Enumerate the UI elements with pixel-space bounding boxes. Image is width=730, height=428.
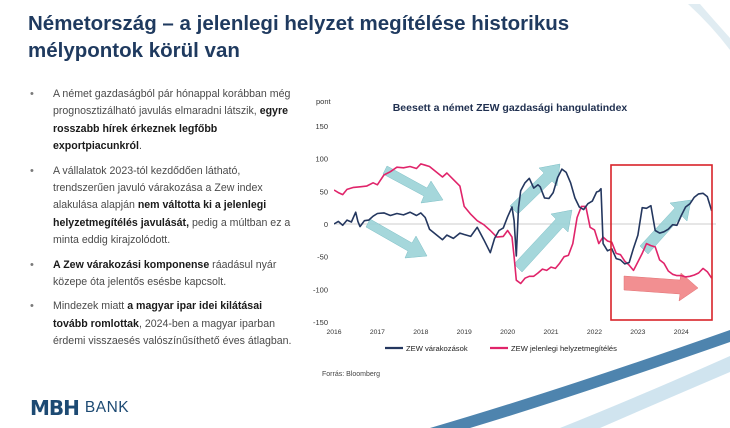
logo-text: BANK [84,399,130,416]
x-tick-label: 2024 [674,329,689,336]
bullet-text: pedig a múltban ez a minta eddig kirajzo… [53,216,291,247]
x-tick-label: 2022 [587,329,602,336]
trend-arrows [365,163,699,302]
y-tick-label: 0 [324,220,328,229]
x-tick-label: 2017 [370,329,385,336]
legend-label-current: ZEW jelenlegi helyzetmegítélés [511,344,617,353]
page-title: Németország – a jelenlegi helyzet megíté… [28,12,570,62]
bullet-text-bold: a magyar ipar idei kilátásai tovább roml… [53,300,263,330]
y-tick-label: -150 [313,318,328,327]
bullet-text-bold: nem váltotta ki a jelenlegi helyzetmegít… [53,199,267,229]
bullet-text: A vállalatok 2023-tól kezdődően látható,… [53,164,263,212]
x-ticks: 2016 2017 2018 2019 2020 2021 2022 2023 2024 [326,329,689,336]
x-tick-label: 2019 [457,329,472,336]
y-ticks: -150 -100 -50 0 50 100 150 [313,122,328,327]
logo-mark: MBH [30,396,80,420]
series-line-current [334,163,713,285]
bullet-text: Mindezek miatt [53,300,128,313]
legend-label-expectations: ZEW várakozások [406,344,468,353]
x-tick-label: 2018 [413,329,428,336]
bullet-item: Mindezek miatt a magyar ipar idei kilátá… [24,298,294,350]
bullet-text: . [138,140,142,153]
x-tick-label: 2016 [326,329,341,336]
bullet-text-bold: egyre rosszabb hírek érkeznek legfőbb ex… [53,105,288,153]
x-tick-label: 2023 [630,329,645,336]
bullet-text: ráadásul nyár közepe óta jelentős esésbe… [53,258,277,289]
corner-swoosh-top [688,4,730,50]
x-tick-label: 2021 [543,329,558,336]
bullet-item: A német gazdaságból pár hónappal korábba… [24,86,294,156]
bullet-item: A Zew várakozási komponense ráadásul nyá… [24,257,294,292]
y-axis-label: pont [316,97,332,106]
bullet-text: , 2024-ben a magyar iparban érdemi vissz… [53,317,292,348]
trend-arrow-up [513,209,573,273]
trend-arrow-down [382,165,444,204]
bullet-list: A német gazdaságból pár hónappal korábba… [24,86,294,358]
x-tick-label: 2020 [500,329,515,336]
y-tick-label: 150 [315,122,328,131]
bullet-item: A vállalatok 2023-tól kezdődően látható,… [24,163,294,250]
trend-arrow-down [365,218,428,259]
trend-arrow-up [639,199,692,255]
source-note: Forrás: Bloomberg [322,371,380,378]
bullet-text: A német gazdaságból pár hónappal korábba… [53,88,291,118]
series-line-expectations [334,168,713,265]
trend-arrow-right [623,272,699,302]
highlight-box [610,164,713,321]
y-tick-label: -50 [317,253,328,262]
chart-title: Beesett a német ZEW gazdasági hangulatin… [393,102,628,114]
bullet-text-bold: A Zew várakozási komponense [53,258,210,271]
y-tick-label: 100 [315,155,328,164]
y-tick-label: -100 [313,285,328,294]
mbh-bank-logo: MBH BANK [30,396,129,420]
zew-chart: pont Beesett a német ZEW gazdasági hangu… [313,97,716,353]
y-tick-label: 50 [320,187,328,196]
legend: ZEW várakozások ZEW jelenlegi helyzetmeg… [385,344,617,353]
